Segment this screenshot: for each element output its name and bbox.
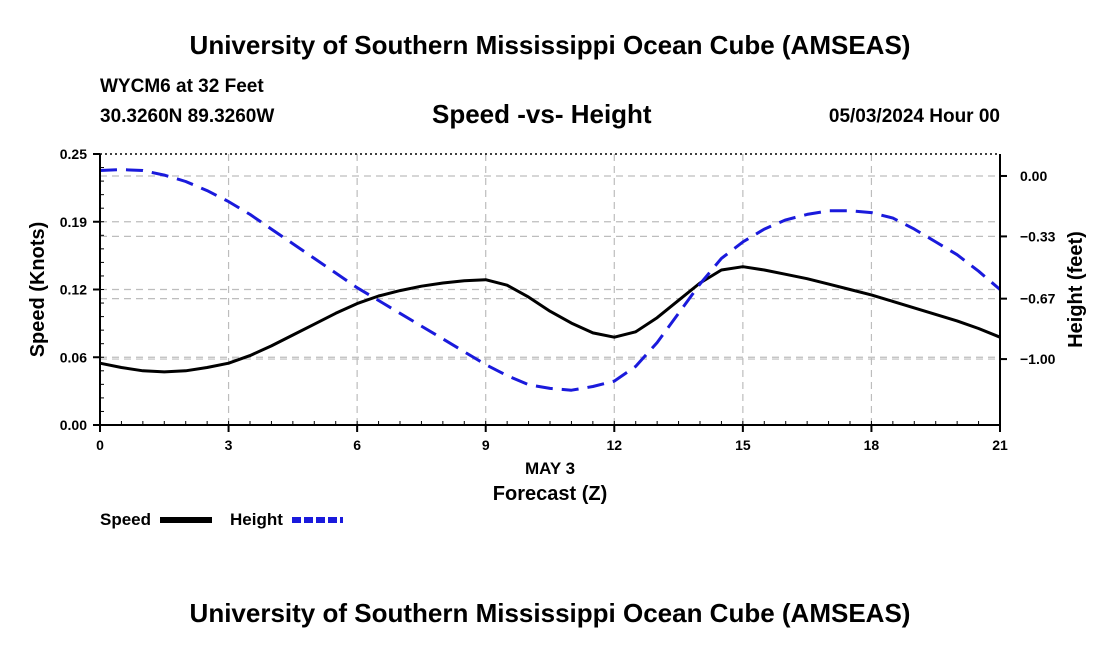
x-tick-label: 6 xyxy=(353,437,361,453)
x-tick-label: 9 xyxy=(482,437,490,453)
footer-title: University of Southern Mississippi Ocean… xyxy=(189,598,911,628)
axes-layer xyxy=(93,153,1007,432)
legend-speed-label: Speed xyxy=(100,510,151,529)
y-tick-label: 0.12 xyxy=(60,282,87,298)
x-tick-label: 0 xyxy=(96,437,104,453)
speed-series-line xyxy=(99,265,1001,374)
speed-height-chart: 0 3 6 9 12 15 18 21 0.00 0.06 0.12 0.19 0.25 0.00 −0.3… xyxy=(27,146,1087,529)
x-tick-label: 3 xyxy=(225,437,233,453)
y-tick-label: 0.19 xyxy=(60,214,87,230)
page-title: University of Southern Mississippi Ocean… xyxy=(189,30,911,60)
legend-height-label: Height xyxy=(230,510,283,529)
grid-layer xyxy=(100,154,1000,425)
y-tick-label: 0.00 xyxy=(60,417,87,433)
height-series-line xyxy=(99,168,1001,392)
y-axis-title: Speed (Knots) xyxy=(27,222,49,358)
coordinates-label: 30.3260N 89.3260W xyxy=(100,106,275,127)
x-tick-label: 18 xyxy=(864,437,880,453)
x-tick-label: 21 xyxy=(992,437,1008,453)
y2-tick-label: −0.67 xyxy=(1020,291,1056,307)
x-tick-label: 15 xyxy=(735,437,751,453)
x-axis-date-label: MAY 3 xyxy=(525,459,575,478)
series-layer xyxy=(99,168,1001,392)
labels-layer: 0 3 6 9 12 15 18 21 0.00 0.06 0.12 0.19 0.25 0.00 −0.3… xyxy=(27,146,1087,529)
y-tick-label: 0.06 xyxy=(60,349,87,365)
y2-tick-label: −1.00 xyxy=(1020,351,1056,367)
y2-tick-label: −0.33 xyxy=(1020,228,1056,244)
y2-tick-label: 0.00 xyxy=(1020,168,1047,184)
x-axis-title: Forecast (Z) xyxy=(493,483,607,505)
x-tick-label: 12 xyxy=(606,437,622,453)
forecast-date: 05/03/2024 Hour 00 xyxy=(828,106,1000,127)
y2-axis-title: Height (feet) xyxy=(1065,231,1087,348)
station-label: WYCM6 at 32 Feet xyxy=(100,76,264,97)
y-tick-label: 0.25 xyxy=(60,146,87,162)
chart-subtitle: Speed -vs- Height xyxy=(432,99,652,129)
